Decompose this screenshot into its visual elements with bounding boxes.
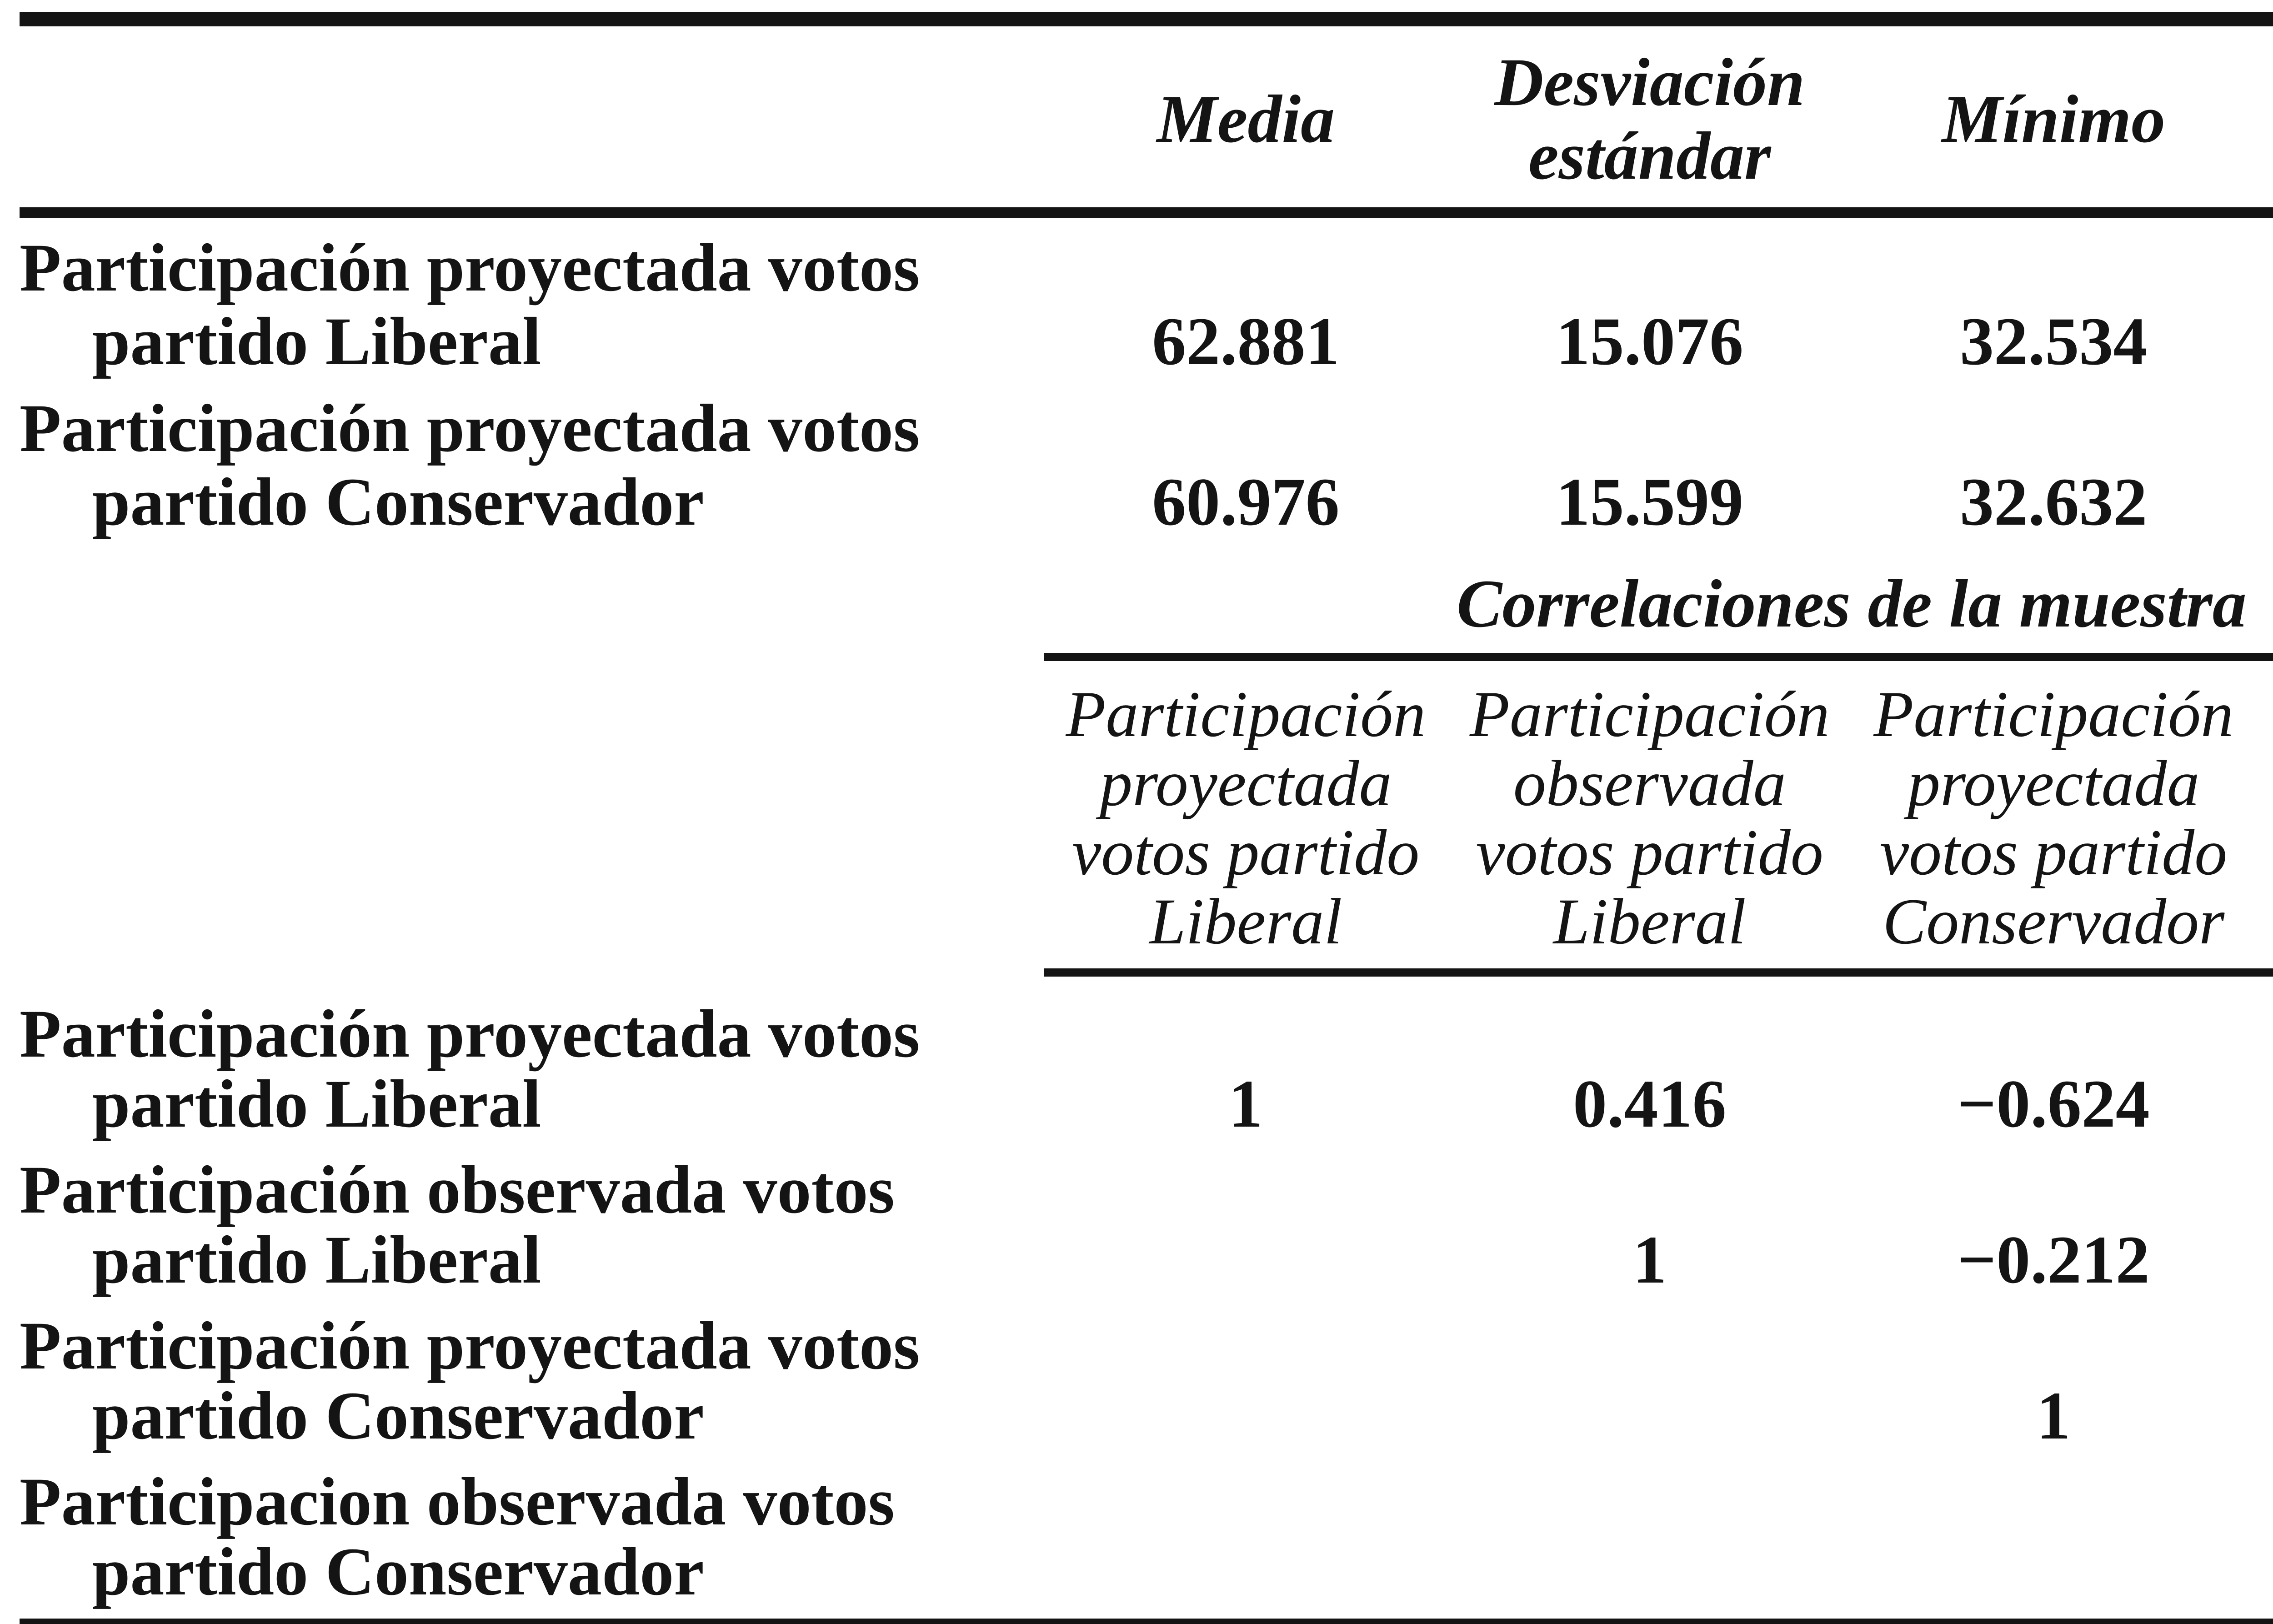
correlation-value <box>1448 1295 1852 1451</box>
correlation-value: 1 <box>2256 1451 2273 1624</box>
correlation-value <box>1044 1451 1447 1624</box>
summary-statistics-and-correlations-table: Media Desviación estándar Mínimo Máximo … <box>20 12 2273 1624</box>
stat-value-maximo: 81.502 <box>2256 379 2273 539</box>
corr-row-label: Participación proyectada votos partido L… <box>20 996 920 1142</box>
stats-col-header-media: Media <box>1044 19 1448 218</box>
corr-row-observada-liberal: Participación observada votos partido Li… <box>20 1139 2273 1295</box>
correlation-value: −0.581 <box>2256 1139 2273 1295</box>
correlation-value: 0.416 <box>1573 1066 1727 1142</box>
correlation-value: 1 <box>1632 1222 1667 1298</box>
stats-row-proyectada-liberal: Participación proyectada votos partido L… <box>20 213 2273 379</box>
corr-row-label: Participación observada votos partido Li… <box>20 1152 895 1298</box>
stats-row-label: Participación proyectada votos partido L… <box>20 230 920 379</box>
stats-header-row: Media Desviación estándar Mínimo Máximo <box>20 19 2273 218</box>
stats-col-header-maximo: Máximo <box>2255 19 2273 218</box>
stat-value-minimo: 32.534 <box>1960 304 2148 379</box>
stat-value-desviacion: 15.599 <box>1556 464 1744 540</box>
stat-value-desviacion: 15.076 <box>1556 304 1744 379</box>
corr-row-label: Participación proyectada votos partido C… <box>20 1308 920 1454</box>
corr-row-proyectada-conservador: Participación proyectada votos partido C… <box>20 1295 2273 1451</box>
stat-value-media: 62.881 <box>1152 304 1340 379</box>
stat-value-minimo: 32.632 <box>1960 464 2148 540</box>
correlation-value <box>1044 1295 1447 1451</box>
correlation-value: 1 <box>2036 1378 2071 1454</box>
correlations-section-row: Correlaciones de la muestra <box>20 539 2273 661</box>
stats-header-spacer <box>20 19 1044 218</box>
correlation-value <box>1044 1139 1447 1295</box>
correlations-title-spacer <box>20 539 1044 657</box>
corr-col-header-observada-conservador: Participación observada votos partido Co… <box>2255 657 2273 977</box>
correlation-value <box>1852 1451 2255 1624</box>
correlation-value: −0.624 <box>1957 1066 2150 1142</box>
corr-row-label: Participacion observada votos partido Co… <box>20 1464 895 1609</box>
stat-value-media: 60.976 <box>1152 464 1340 540</box>
corr-col-header-observada-liberal: Participación observada votos partido Li… <box>1447 657 1852 977</box>
stat-value-maximo: 81.459 <box>2256 213 2273 379</box>
corr-col-header-proyectada-liberal: Participación proyectada votos partido L… <box>1044 657 1448 977</box>
correlation-value: −0.212 <box>1957 1222 2150 1298</box>
stats-col-header-minimo: Mínimo <box>1852 19 2256 218</box>
correlations-section-title: Correlaciones de la muestra <box>1044 539 2273 661</box>
correlation-value <box>1448 1451 1852 1624</box>
corr-row-observada-conservador: Participacion observada votos partido Co… <box>20 1451 2273 1624</box>
correlation-value: −0.209 <box>2256 972 2273 1139</box>
corr-col-header-proyectada-conservador: Participación proyectada votos partido C… <box>1852 657 2256 977</box>
stats-row-label: Participación proyectada votos partido C… <box>20 391 920 540</box>
corr-row-proyectada-liberal: Participación proyectada votos partido L… <box>20 972 2273 1139</box>
correlations-header-row: Participación proyectada votos partido L… <box>20 657 2273 977</box>
stats-col-header-desviacion-estandar: Desviación estándar <box>1447 19 1852 218</box>
correlation-value: 1 <box>1228 1066 1263 1142</box>
correlations-header-spacer <box>20 657 1044 972</box>
correlation-value: 0.510 <box>2256 1295 2273 1451</box>
stats-row-proyectada-conservador: Participación proyectada votos partido C… <box>20 379 2273 539</box>
